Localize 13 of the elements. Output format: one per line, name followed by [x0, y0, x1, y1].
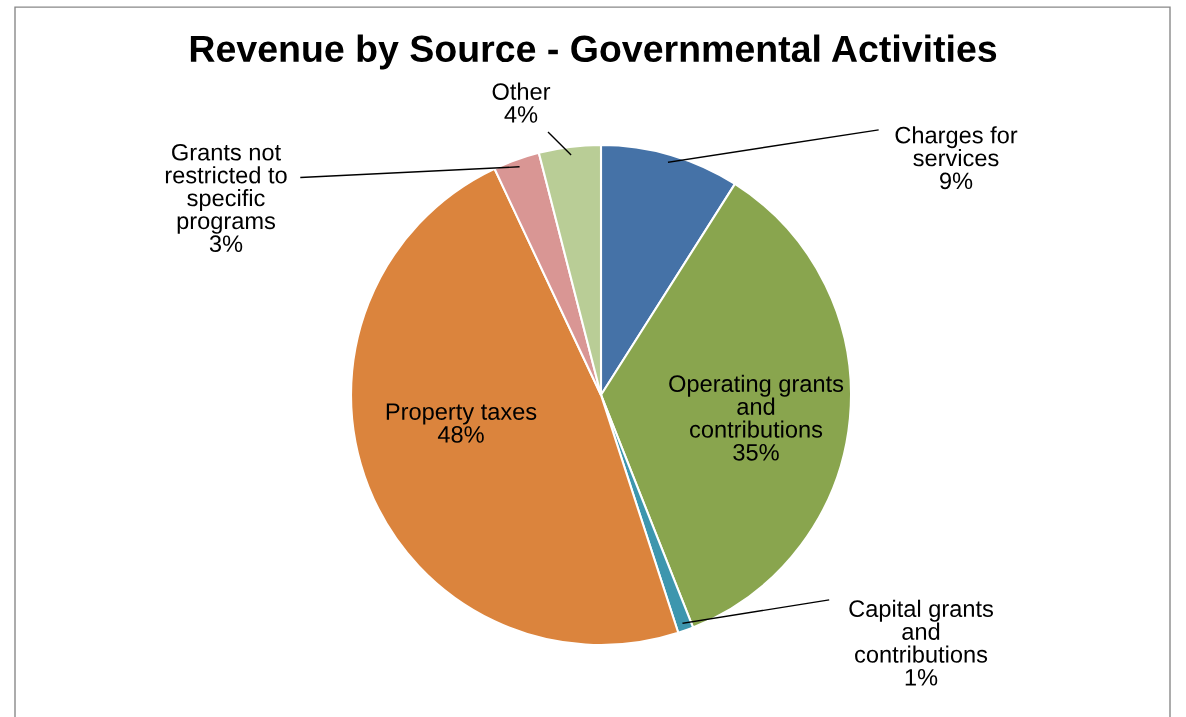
- data-label: 9%: [940, 172, 973, 190]
- slice-label: Operating grants and contributions: [669, 374, 844, 438]
- slice-label: Property taxes: [386, 403, 537, 425]
- slice-label: Grants not restricted to specific programs: [165, 143, 287, 234]
- data-label: 35%: [733, 443, 779, 461]
- data-label: 3%: [209, 235, 243, 253]
- data-label: 48%: [437, 426, 484, 443]
- slice-label: Other: [492, 82, 551, 100]
- chart-title: Revenue by Source - Governmental Activities: [190, 34, 997, 70]
- slice-label: Charges for services: [895, 126, 1018, 167]
- data-label: 1%: [905, 669, 938, 686]
- data-label: 4%: [504, 106, 538, 123]
- slice-label: Capital grants and contributions: [849, 599, 993, 663]
